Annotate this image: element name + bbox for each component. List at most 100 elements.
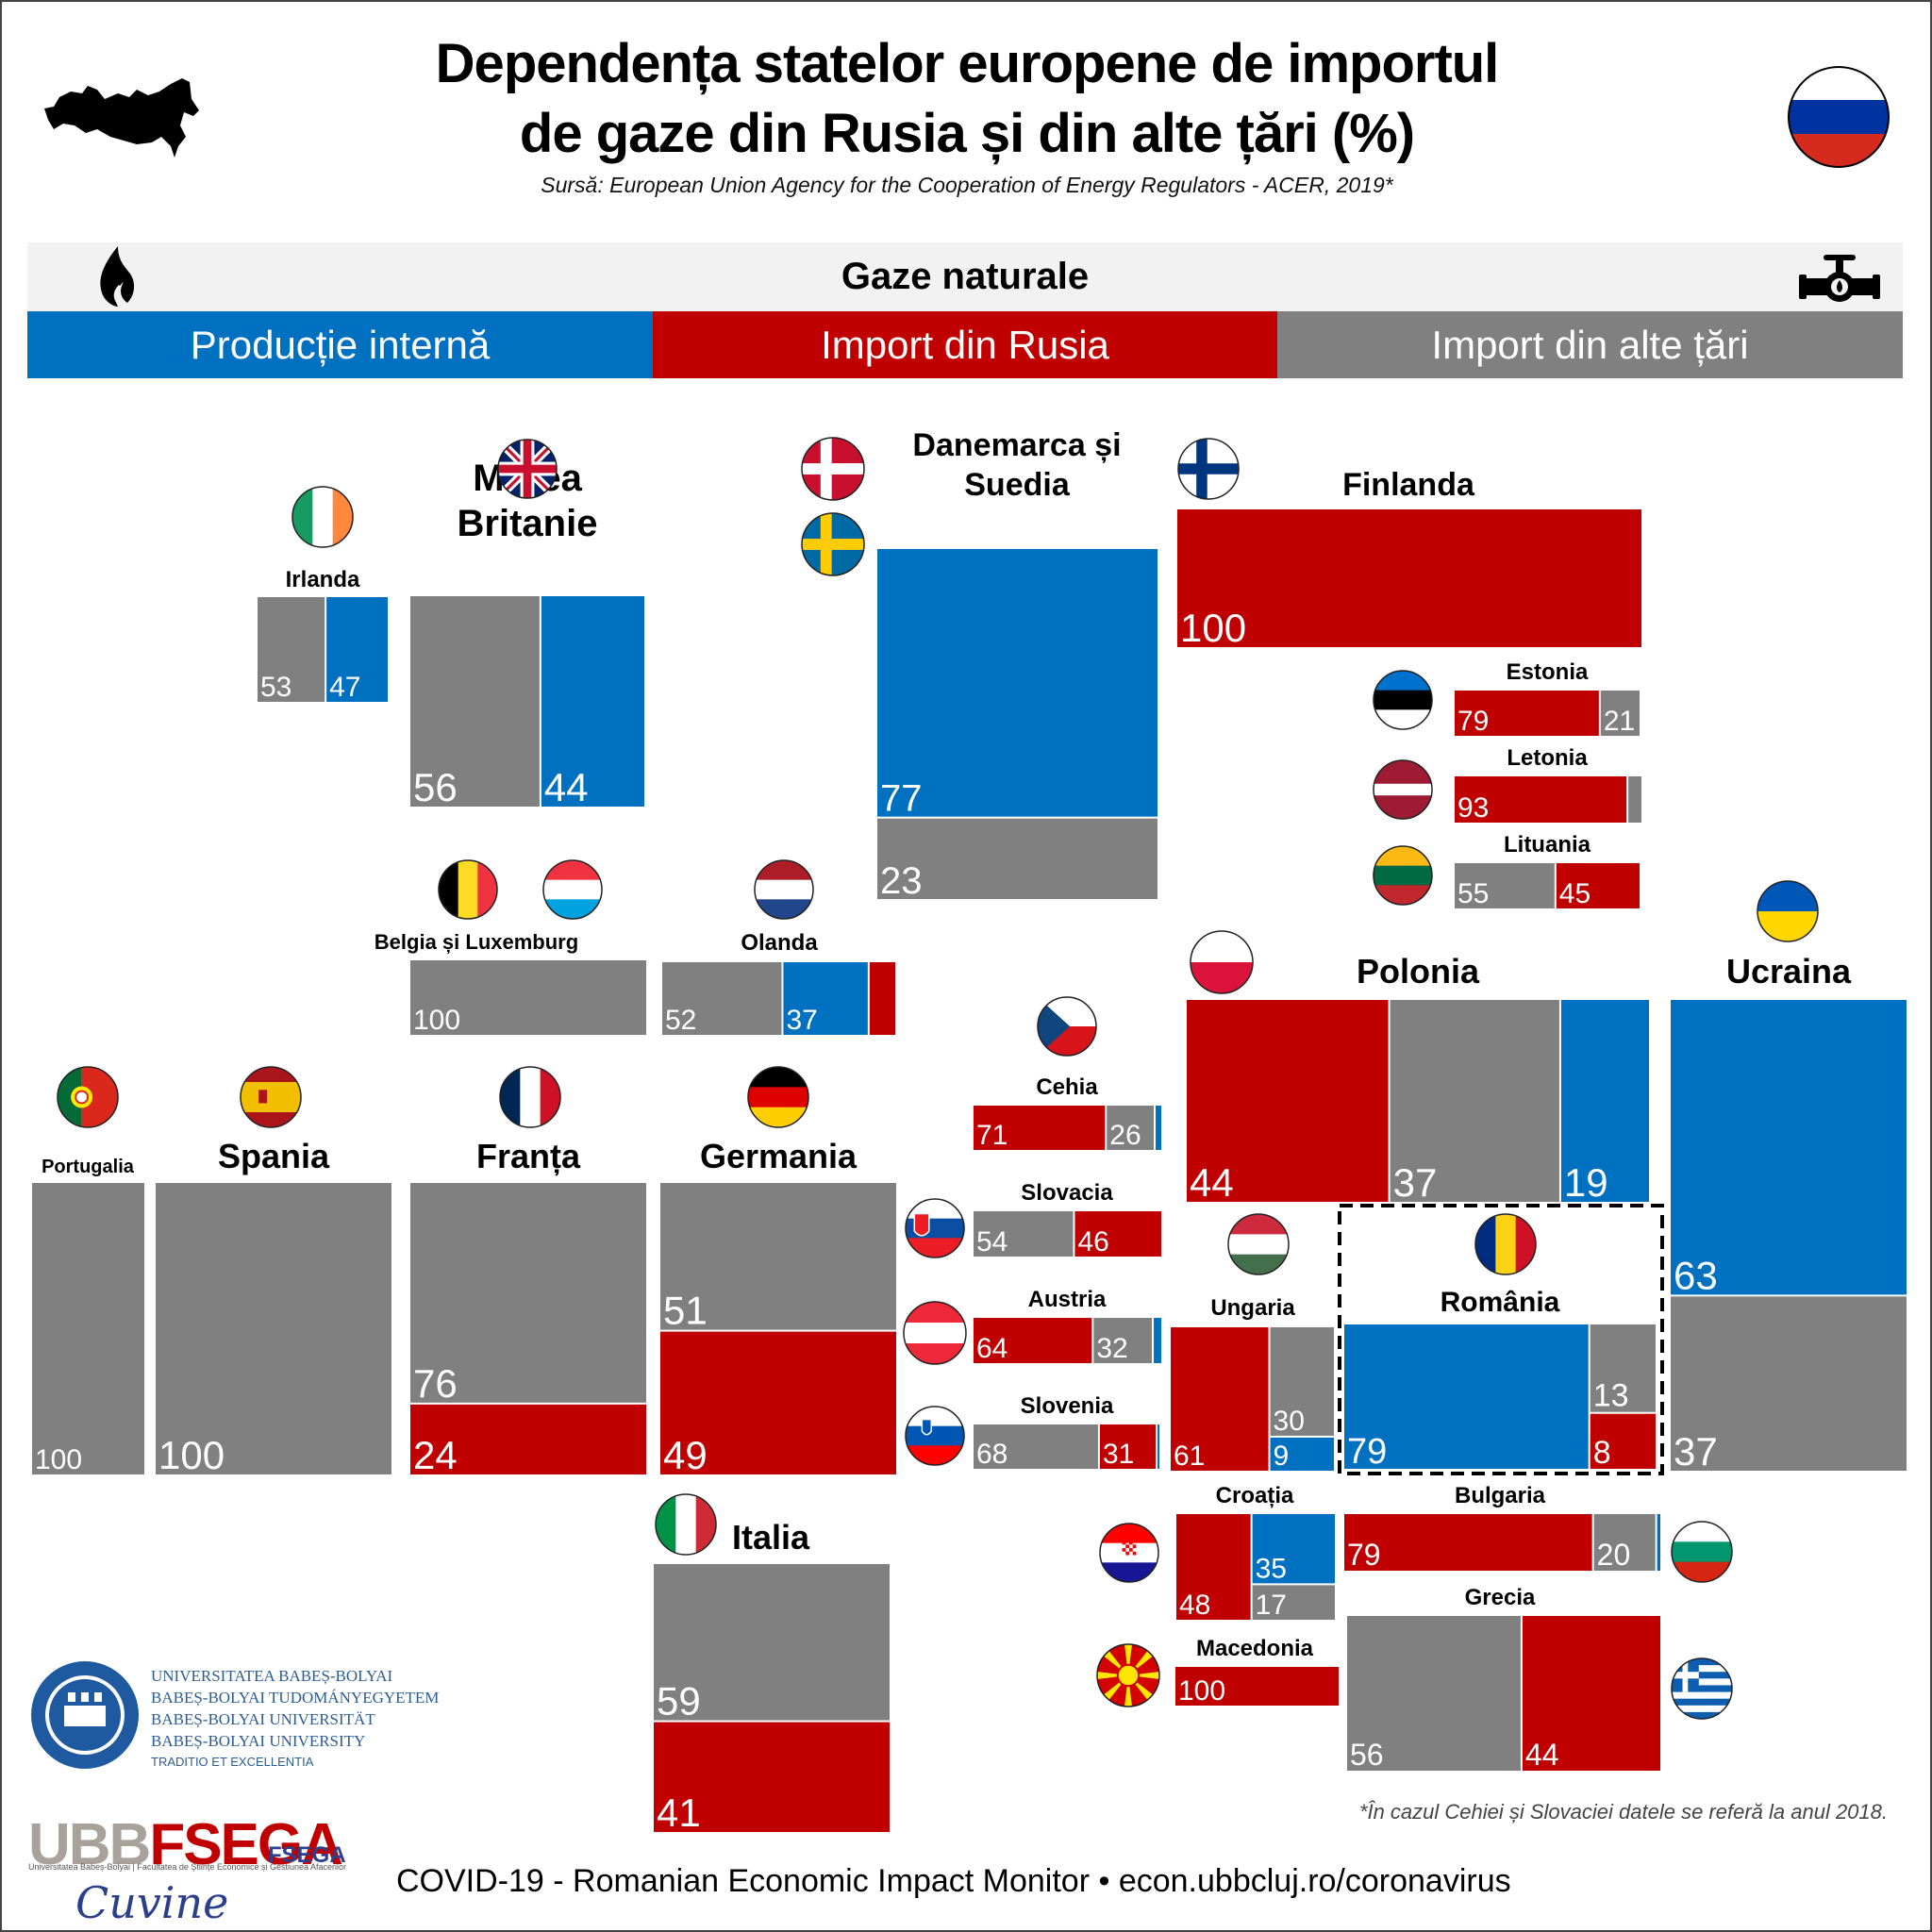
- flame-icon: [100, 246, 135, 307]
- value-label: 30: [1274, 1406, 1305, 1437]
- country-name: Slovenia: [1021, 1393, 1114, 1419]
- romania-flag-icon: [1474, 1213, 1537, 1275]
- country-name: Germania: [700, 1137, 858, 1175]
- country-name: Austria: [1028, 1287, 1107, 1312]
- slovenia-flag-icon: [905, 1406, 965, 1466]
- finland-flag-icon: [1177, 438, 1240, 500]
- segment-intern: [326, 597, 388, 702]
- value-label: 21: [1604, 706, 1635, 737]
- segment-rusia: [1175, 1667, 1339, 1706]
- value-label: 93: [1457, 792, 1489, 824]
- lithuania-flag-icon: [1373, 845, 1433, 906]
- segment-alte: [156, 1183, 391, 1474]
- value-label: 9: [1274, 1441, 1290, 1472]
- value-label: 63: [1674, 1253, 1718, 1297]
- country-name: Letonia: [1507, 745, 1588, 771]
- slovakia-flag-icon: [905, 1198, 965, 1258]
- value-label: 41: [657, 1790, 701, 1835]
- value-label: 19: [1564, 1160, 1608, 1205]
- hungary-flag-icon: [1227, 1213, 1290, 1275]
- ubb-name-block: UNIVERSITATEA BABEȘ-BOLYAI BABEȘ-BOLYAI …: [151, 1665, 439, 1752]
- segment-alte: [654, 1564, 890, 1721]
- country-bulgaria: 79 20 Bulgaria: [1344, 1483, 1660, 1572]
- uk-flag-icon: [497, 439, 558, 499]
- country-name: Spania: [218, 1137, 330, 1175]
- segment-rusia: [1171, 1327, 1269, 1471]
- country-name: Cehia: [1036, 1074, 1098, 1100]
- segment-rusia: [1344, 1514, 1592, 1571]
- segment-rusia: [1556, 863, 1640, 908]
- segment-alte: [410, 596, 540, 807]
- ubb-name-line: UNIVERSITATEA BABEȘ-BOLYAI: [151, 1667, 393, 1685]
- legend-domestic-production: Producție internă: [27, 311, 653, 378]
- country-name: Slovacia: [1021, 1180, 1113, 1206]
- country-name: Italia: [732, 1518, 810, 1557]
- country-name: Portugalia: [42, 1157, 135, 1177]
- country-name: Lituania: [1504, 832, 1591, 858]
- ukraine-flag-icon: [1757, 880, 1819, 942]
- country-olanda: 52 37 Olanda: [662, 930, 895, 1036]
- value-label: 8: [1593, 1435, 1611, 1471]
- ubb-name-line: BABEȘ-BOLYAI UNIVERSITY: [151, 1732, 366, 1750]
- value-label: 26: [1109, 1120, 1141, 1151]
- country-name: Macedonia: [1196, 1636, 1314, 1661]
- segment-alte: [1671, 1296, 1907, 1471]
- segment-alte: [410, 1183, 646, 1403]
- source-subtitle: Sursă: European Union Agency for the Coo…: [541, 173, 1393, 197]
- segment-alte: [877, 818, 1158, 899]
- segment-intern: [1560, 1000, 1649, 1202]
- netherlands-flag-icon: [754, 859, 814, 920]
- russia-map-icon: [44, 78, 199, 158]
- country-lituania: 55 45 Lituania: [1455, 832, 1640, 909]
- estonia-flag-icon: [1373, 670, 1433, 730]
- band-label: Gaze naturale: [841, 256, 1090, 297]
- value-label: 44: [544, 765, 589, 809]
- segment-rusia: [660, 1331, 896, 1474]
- fsega-cluj-logo: FSEGA: [268, 1842, 346, 1868]
- country-romania: 79 13 8 România: [1344, 1287, 1656, 1472]
- country-estonia: 79 21 Estonia: [1455, 659, 1640, 737]
- value-label: 54: [976, 1226, 1008, 1257]
- value-label: 44: [1190, 1160, 1234, 1205]
- russia-flag-icon: [1788, 66, 1890, 168]
- value-label: 47: [329, 672, 360, 703]
- country-franta: 76 24 Franța: [410, 1137, 646, 1477]
- czechia-flag-icon: [1037, 996, 1097, 1057]
- value-label: 44: [1525, 1738, 1559, 1772]
- value-label: 68: [976, 1439, 1008, 1470]
- value-label: 61: [1174, 1441, 1205, 1472]
- country-name: Finlanda: [1342, 467, 1475, 503]
- segment-rusia: [1074, 1211, 1161, 1257]
- greece-flag-icon: [1671, 1657, 1733, 1720]
- north-macedonia-flag-icon: [1096, 1643, 1160, 1707]
- country-letonia: 93 Letonia: [1455, 745, 1641, 824]
- segment-rusia: [410, 1404, 646, 1474]
- value-label: 56: [413, 765, 458, 809]
- segment-rusia: [1590, 1413, 1656, 1469]
- value-label: 24: [413, 1433, 458, 1477]
- segment-alte: [258, 597, 325, 702]
- country-belgia-luxemburg: 100 Belgia și Luxemburg: [375, 930, 646, 1036]
- country-cehia: 71 26 Cehia: [974, 1074, 1161, 1151]
- italy-flag-icon: [655, 1493, 717, 1556]
- value-label: 32: [1096, 1333, 1127, 1364]
- title-line-1: Dependența statelor europene de importul: [435, 33, 1500, 94]
- legend-import-other: Import din alte țări: [1277, 311, 1903, 378]
- country-name: Polonia: [1357, 952, 1480, 991]
- segment-alte: [32, 1183, 144, 1474]
- segment-alte: [1600, 691, 1640, 736]
- ubb-motto: TRADITIO ET EXCELLENTIA: [151, 1755, 314, 1769]
- country-ucraina: 63 37 Ucraina: [1671, 952, 1907, 1474]
- denmark-flag-icon: [801, 437, 865, 501]
- country-ungaria: 61 30 9 Ungaria: [1171, 1295, 1334, 1472]
- ubb-seal-logo: [31, 1661, 139, 1769]
- value-label: 53: [260, 672, 291, 703]
- legend-label: Import din Rusia: [821, 323, 1109, 367]
- segment-alte: [974, 1211, 1074, 1257]
- footer-credit: COVID-19 - Romanian Economic Impact Moni…: [396, 1863, 1511, 1899]
- value-label: 46: [1077, 1226, 1108, 1257]
- country-portugalia: 100 Portugalia: [32, 1157, 144, 1475]
- value-label: 56: [1350, 1738, 1384, 1772]
- country-slovenia: 68 31 Slovenia: [974, 1393, 1159, 1470]
